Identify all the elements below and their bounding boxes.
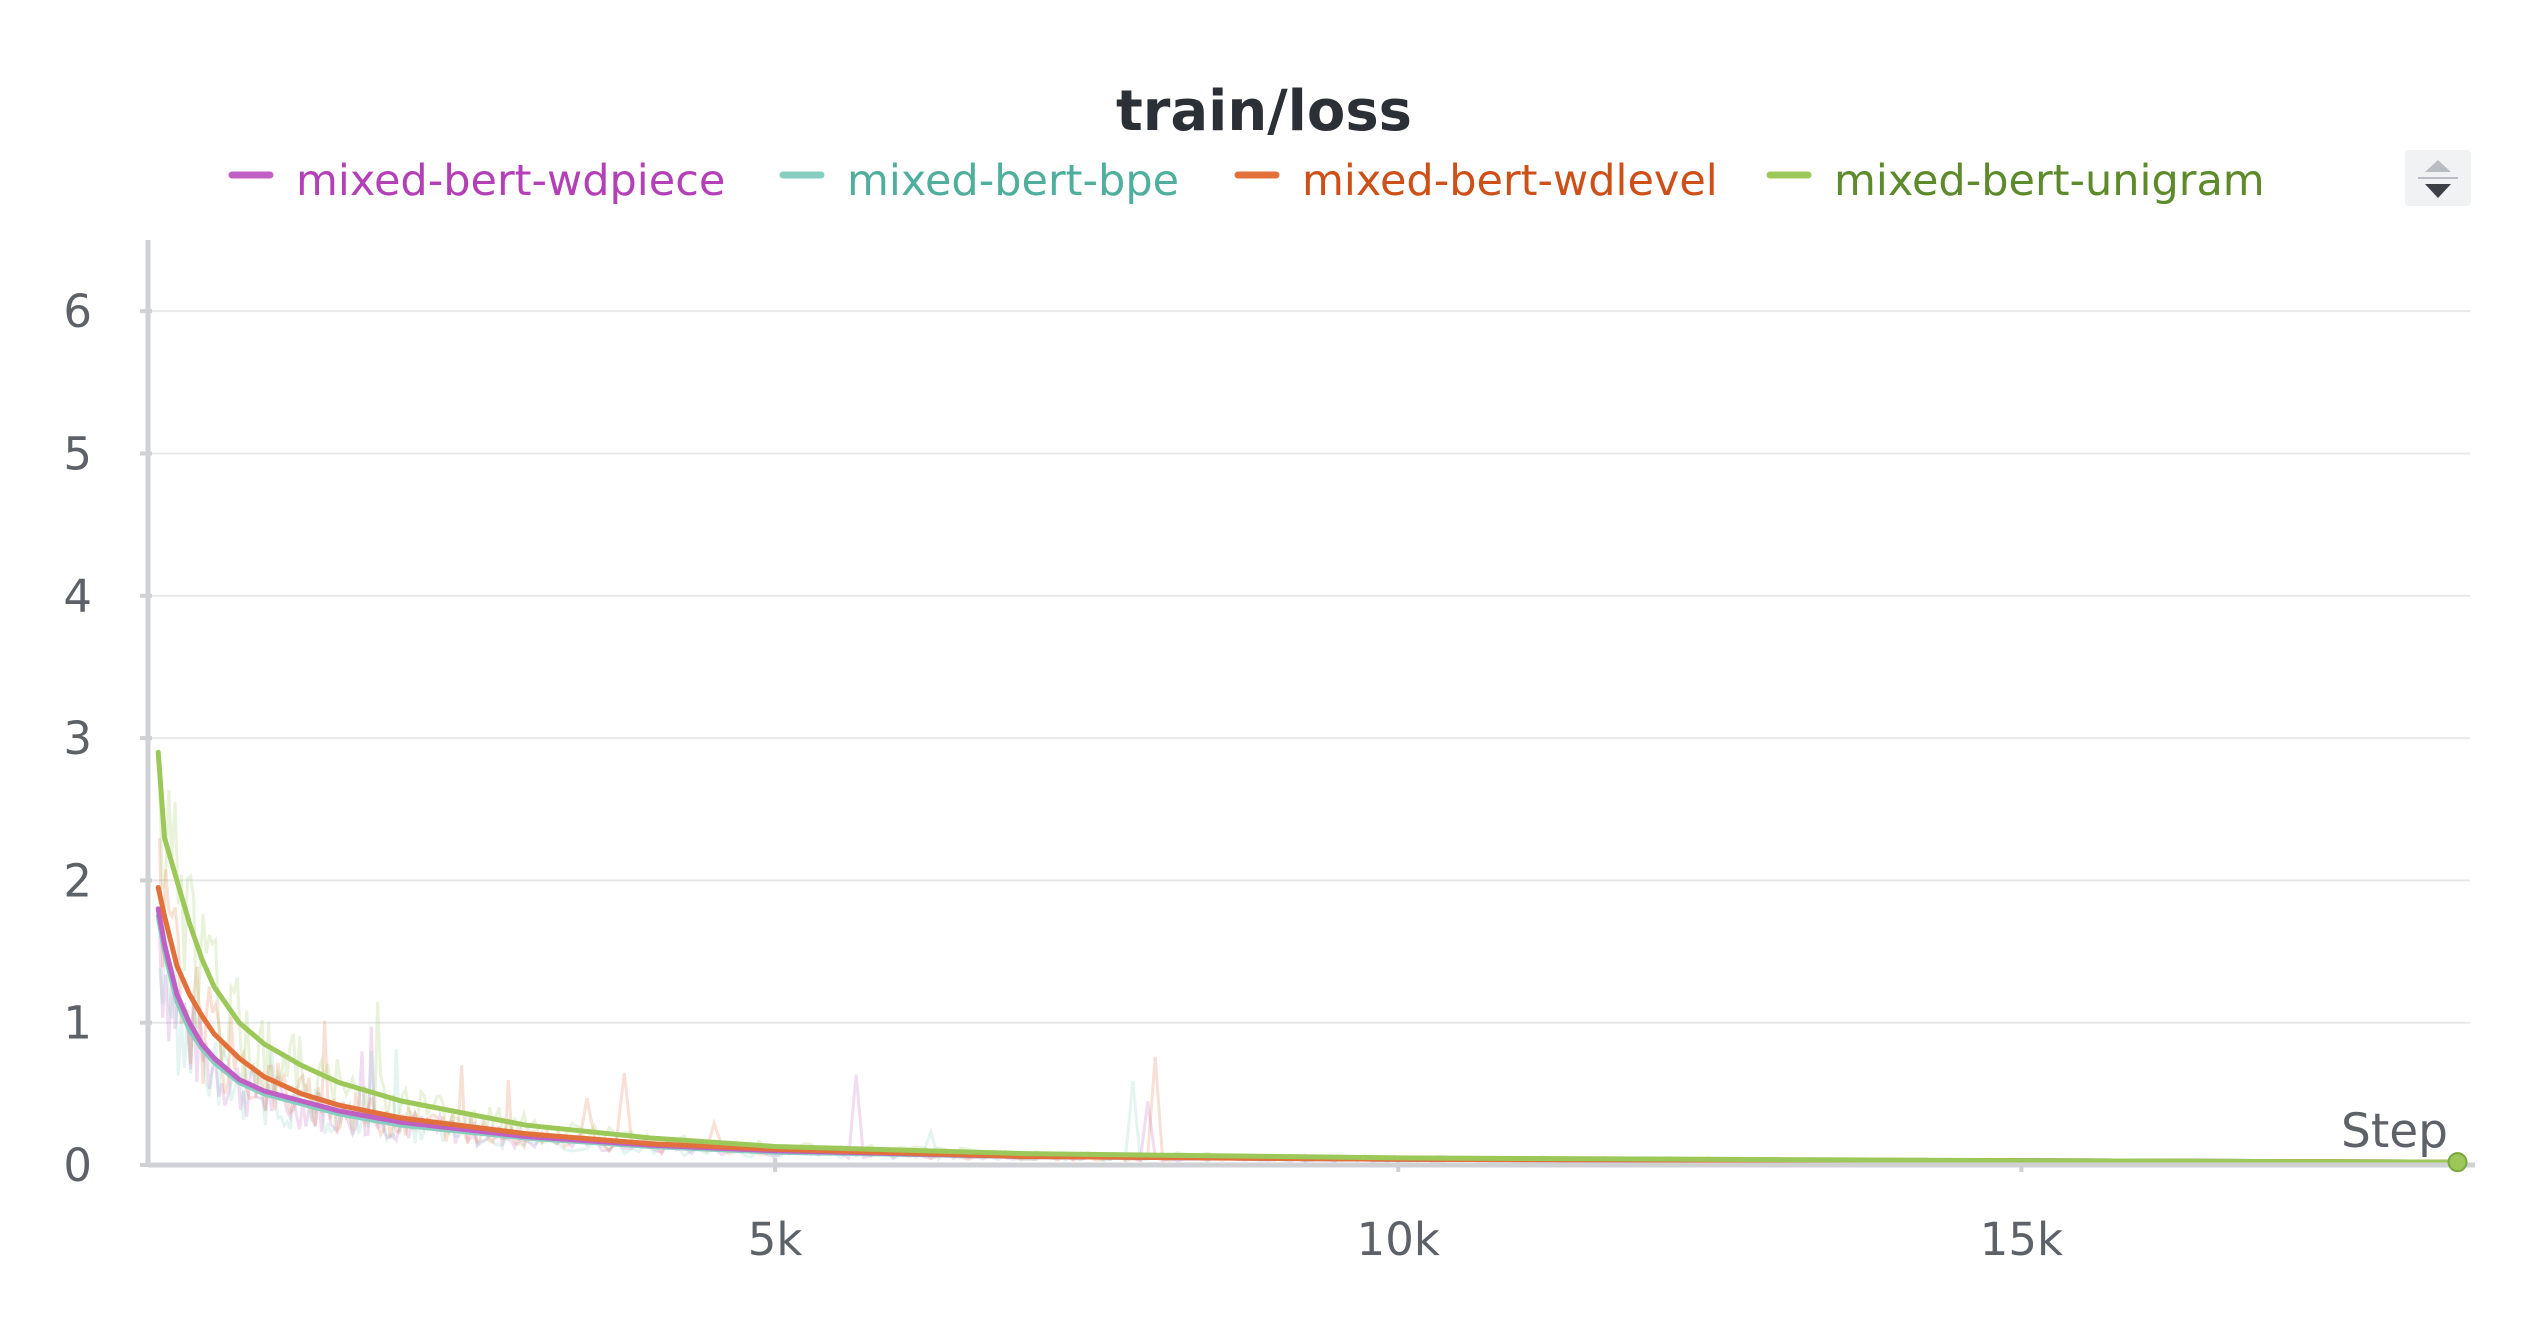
x-tick-label: 5k (748, 1213, 803, 1266)
grid-lines (152, 310, 2470, 1024)
y-tick-label: 3 (63, 712, 92, 765)
x-axis-label: Step (2341, 1104, 2448, 1159)
legend-item[interactable]: mixed-bert-bpe (779, 156, 1179, 206)
series-end-marker (2447, 1152, 2468, 1173)
series-line-mixed-bert-wdpiece (155, 906, 2460, 1165)
y-tick-label: 6 (63, 285, 92, 338)
chart-title: train/loss (1116, 79, 1412, 144)
legend: mixed-bert-wdpiece mixed-bert-bpe mixed-be… (228, 156, 2265, 206)
raw-series-trace (158, 838, 2457, 1165)
raw-series-trace (158, 913, 2457, 1165)
raw-series-trace (158, 783, 2457, 1165)
legend-label: mixed-bert-wdpiece (296, 156, 725, 206)
series-layer (155, 749, 2460, 1165)
y-tick-label: 5 (63, 427, 92, 480)
legend-item[interactable]: mixed-bert-wdlevel (1234, 156, 1718, 206)
legend-label: mixed-bert-wdlevel (1302, 156, 1718, 206)
series-line-mixed-bert-bpe (155, 913, 2460, 1165)
y-tick-label: 4 (63, 570, 92, 623)
series-line-mixed-bert-unigram (155, 749, 2460, 1165)
legend-item[interactable]: mixed-bert-unigram (1766, 156, 2265, 206)
series-line-mixed-bert-wdlevel (155, 885, 2460, 1165)
x-tick-label: 10k (1357, 1213, 1440, 1266)
raw-noise-layer (158, 783, 2457, 1165)
legend-item[interactable]: mixed-bert-wdpiece (228, 156, 725, 206)
y-tick-label: 2 (63, 854, 92, 907)
legend-label: mixed-bert-bpe (847, 156, 1179, 206)
sort-down-icon (2425, 184, 2451, 198)
legend-sort-control[interactable] (2405, 150, 2471, 206)
sort-up-icon (2425, 160, 2451, 172)
x-axis-ticks: 5k 10k 15k (748, 1158, 2063, 1266)
y-axis-ticks: 0 1 2 3 4 5 6 (63, 285, 152, 1192)
y-tick-label: 1 (63, 997, 92, 1050)
legend-label: mixed-bert-unigram (1834, 156, 2265, 206)
y-tick-label: 0 (63, 1139, 92, 1192)
x-tick-label: 15k (1980, 1213, 2063, 1266)
